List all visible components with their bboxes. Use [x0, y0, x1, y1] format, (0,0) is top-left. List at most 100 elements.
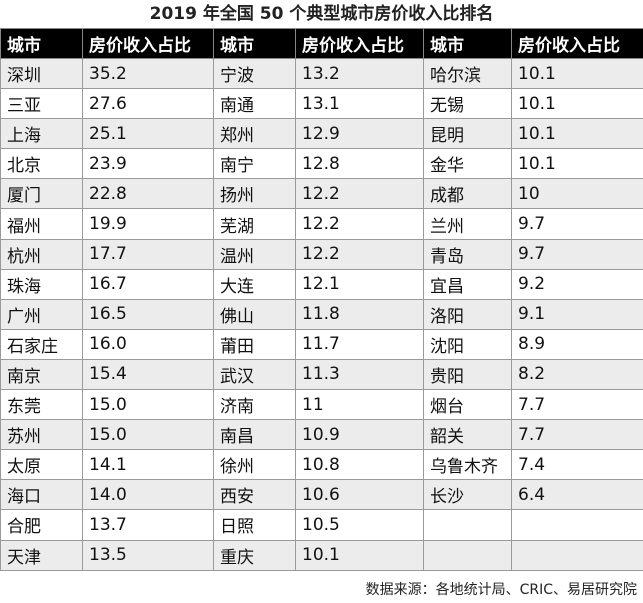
- city-cell: 北京: [0, 148, 83, 180]
- city-cell: 温州: [213, 238, 296, 270]
- table-row: 广州 16.5 佛山 11.8 洛阳 9.1: [0, 298, 643, 330]
- ratio-cell: 6.4: [511, 479, 643, 511]
- ratio-cell: 9.7: [511, 208, 643, 240]
- city-cell: 南昌: [213, 419, 296, 451]
- table-row: 深圳 35.2 宁波 13.2 哈尔滨 10.1: [0, 57, 643, 90]
- ratio-cell: 9.1: [511, 298, 643, 330]
- city-cell: 三亚: [0, 88, 83, 120]
- table-header-row: 城市 房价收入占比 城市 房价收入占比 城市 房价收入占比: [0, 28, 643, 59]
- city-cell: 韶关: [423, 419, 512, 451]
- page-title: 2019 年全国 50 个典型城市房价收入比排名: [149, 4, 494, 24]
- ratio-cell: 10.6: [295, 479, 424, 511]
- table-row: 天津 13.5 重庆 10.1: [0, 539, 643, 571]
- header-city-3: 城市: [423, 28, 512, 59]
- header-ratio-1: 房价收入占比: [82, 28, 214, 59]
- ratio-cell: 27.6: [82, 88, 214, 120]
- ratio-cell: 22.8: [82, 178, 214, 210]
- ratio-cell: 12.2: [295, 178, 424, 210]
- ratio-cell: 10.1: [511, 148, 643, 180]
- ratio-cell: 8.9: [511, 328, 643, 360]
- city-cell: 金华: [423, 148, 512, 180]
- city-cell: 杭州: [0, 238, 83, 270]
- ratio-cell: 12.2: [295, 238, 424, 270]
- ratio-cell: 14.1: [82, 449, 214, 481]
- ratio-cell: 16.7: [82, 268, 214, 300]
- ratio-cell: 11: [295, 389, 424, 421]
- city-cell: [423, 509, 512, 541]
- city-cell: 深圳: [0, 57, 83, 90]
- ratio-cell: 10.9: [295, 419, 424, 451]
- table-row: 上海 25.1 郑州 12.9 昆明 10.1: [0, 118, 643, 150]
- city-cell: 海口: [0, 479, 83, 511]
- city-cell: 徐州: [213, 449, 296, 481]
- ratio-cell: 10.8: [295, 449, 424, 481]
- ratio-cell: 13.2: [295, 57, 424, 90]
- city-cell: 乌鲁木齐: [423, 449, 512, 481]
- city-cell: 南京: [0, 358, 83, 391]
- city-cell: 武汉: [213, 358, 296, 391]
- ratio-cell: 17.7: [82, 238, 214, 270]
- table-row: 海口 14.0 西安 10.6 长沙 6.4: [0, 479, 643, 511]
- ratio-cell: 11.3: [295, 358, 424, 391]
- ratio-cell: 11.8: [295, 298, 424, 330]
- city-cell: 日照: [213, 509, 296, 541]
- city-cell: 珠海: [0, 268, 83, 300]
- city-cell: 宁波: [213, 57, 296, 90]
- ratio-cell: 10.1: [511, 57, 643, 90]
- ratio-cell: 35.2: [82, 57, 214, 90]
- ratio-cell: 15.4: [82, 358, 214, 391]
- city-cell: 烟台: [423, 389, 512, 421]
- ratio-cell: 7.7: [511, 389, 643, 421]
- table-row: 珠海 16.7 大连 12.1 宜昌 9.2: [0, 268, 643, 300]
- ratio-cell: 10.5: [295, 509, 424, 541]
- city-cell: 合肥: [0, 509, 83, 541]
- ratio-cell: [511, 509, 643, 541]
- city-cell: 南宁: [213, 148, 296, 180]
- table-row: 石家庄 16.0 莆田 11.7 沈阳 8.9: [0, 328, 643, 360]
- ratio-cell: 10.1: [511, 118, 643, 150]
- ratio-cell: 10: [511, 178, 643, 210]
- city-cell: 宜昌: [423, 268, 512, 300]
- city-cell: 太原: [0, 449, 83, 481]
- table-row: 合肥 13.7 日照 10.5: [0, 509, 643, 541]
- table-row: 福州 19.9 芜湖 12.2 兰州 9.7: [0, 208, 643, 240]
- ratio-cell: 13.1: [295, 88, 424, 120]
- city-cell: 青岛: [423, 238, 512, 270]
- ratio-cell: 10.1: [511, 88, 643, 120]
- ratio-cell: 13.5: [82, 539, 214, 571]
- ratio-cell: 12.8: [295, 148, 424, 180]
- source-note: 数据来源：各地统计局、CRIC、易居研究院: [365, 581, 637, 598]
- ratio-cell: 15.0: [82, 389, 214, 421]
- table-row: 苏州 15.0 南昌 10.9 韶关 7.7: [0, 419, 643, 451]
- table-row: 东莞 15.0 济南 11 烟台 7.7: [0, 389, 643, 421]
- city-cell: 兰州: [423, 208, 512, 240]
- ratio-cell: 13.7: [82, 509, 214, 541]
- city-cell: 沈阳: [423, 328, 512, 360]
- city-cell: 上海: [0, 118, 83, 150]
- city-cell: 石家庄: [0, 328, 83, 360]
- city-cell: 福州: [0, 208, 83, 240]
- ratio-cell: 7.7: [511, 419, 643, 451]
- city-cell: 芜湖: [213, 208, 296, 240]
- ratio-cell: 11.7: [295, 328, 424, 360]
- table-row: 三亚 27.6 南通 13.1 无锡 10.1: [0, 88, 643, 120]
- ratio-cell: 9.2: [511, 268, 643, 300]
- ratio-cell: 16.5: [82, 298, 214, 330]
- city-cell: 苏州: [0, 419, 83, 451]
- ratio-cell: 12.2: [295, 208, 424, 240]
- city-cell: 重庆: [213, 539, 296, 571]
- city-cell: 济南: [213, 389, 296, 421]
- ratio-cell: 25.1: [82, 118, 214, 150]
- ranking-table: 城市 房价收入占比 城市 房价收入占比 城市 房价收入占比 深圳 35.2 宁波 13…: [0, 28, 643, 571]
- table-row: 南京 15.4 武汉 11.3 贵阳 8.2: [0, 358, 643, 391]
- city-cell: 贵阳: [423, 358, 512, 391]
- city-cell: 长沙: [423, 479, 512, 511]
- table-row: 厦门 22.8 扬州 12.2 成都 10: [0, 178, 643, 210]
- city-cell: 无锡: [423, 88, 512, 120]
- city-cell: 洛阳: [423, 298, 512, 330]
- city-cell: 佛山: [213, 298, 296, 330]
- ratio-cell: 15.0: [82, 419, 214, 451]
- city-cell: 成都: [423, 178, 512, 210]
- city-cell: 昆明: [423, 118, 512, 150]
- city-cell: 天津: [0, 539, 83, 571]
